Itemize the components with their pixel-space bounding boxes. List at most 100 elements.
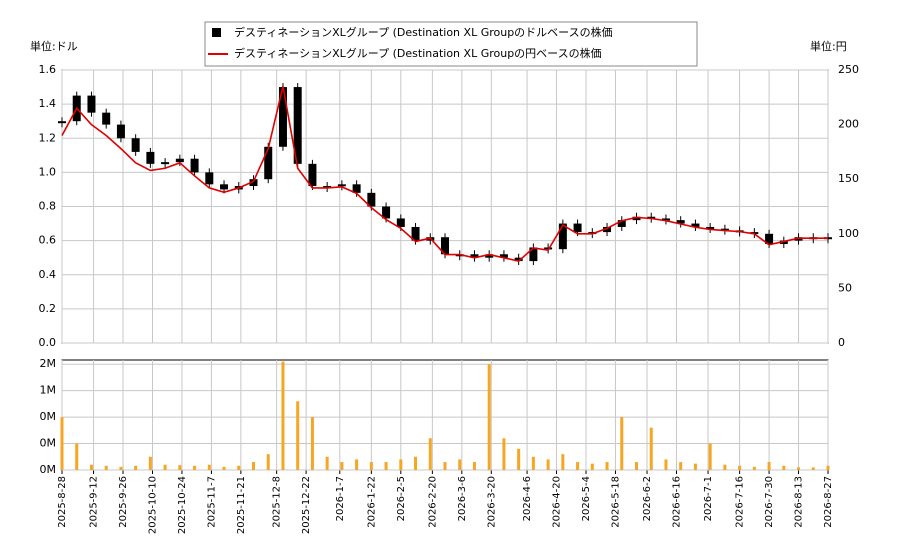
volume-bar xyxy=(561,454,565,470)
y-tick-label: 0M xyxy=(40,410,57,423)
candle xyxy=(382,206,391,219)
x-tick-label: 2026-3-20 xyxy=(486,476,497,528)
candle xyxy=(175,158,184,163)
y-tick-label: 1.2 xyxy=(39,131,57,144)
x-tick-label: 2026-3-6 xyxy=(457,476,468,521)
candle xyxy=(632,216,641,221)
volume-bar xyxy=(414,456,418,470)
candle xyxy=(470,254,479,258)
volume-bar xyxy=(693,463,697,470)
x-tick-label: 2026-2-5 xyxy=(396,476,407,521)
x-tick-label: 2026-5-18 xyxy=(610,476,621,528)
x-tick-label: 2026-7-30 xyxy=(764,476,775,528)
candle xyxy=(529,247,538,262)
volume-bar xyxy=(119,466,123,470)
candle xyxy=(558,223,567,250)
x-tick-label: 2025-9-12 xyxy=(89,476,100,528)
y2-tick-label: 200 xyxy=(838,118,859,131)
volume-bar xyxy=(826,465,830,470)
volume-bar xyxy=(649,427,653,470)
candle xyxy=(278,87,287,147)
x-tick-label: 2026-2-20 xyxy=(427,476,438,528)
volume-bar xyxy=(472,462,476,470)
y2-tick-label: 0 xyxy=(838,336,845,349)
volume-bar xyxy=(237,465,241,470)
volume-bar xyxy=(738,465,742,470)
price-line xyxy=(61,86,828,262)
y-tick-label: 0.0 xyxy=(39,336,57,349)
x-tick-label: 2026-1-7 xyxy=(335,476,346,521)
volume-bar xyxy=(89,464,93,470)
y-tick-label: 0.6 xyxy=(39,234,57,247)
volume-bar xyxy=(605,462,609,470)
candle xyxy=(661,218,670,221)
candle xyxy=(765,233,774,245)
volume-bar xyxy=(266,454,270,470)
volume-bar xyxy=(576,462,580,470)
candle xyxy=(396,218,405,227)
volume-bar xyxy=(664,459,668,470)
volume-bar xyxy=(546,459,550,470)
candle xyxy=(264,146,273,180)
candle xyxy=(249,179,258,187)
volume-bar xyxy=(723,464,727,470)
candle xyxy=(220,184,229,190)
y-tick-label: 1.0 xyxy=(39,165,57,178)
volume-bar xyxy=(811,467,815,470)
candle xyxy=(544,247,553,250)
volume-bar xyxy=(517,448,521,470)
volume-bar xyxy=(148,456,152,470)
volume-bar xyxy=(193,465,197,470)
candle xyxy=(514,257,523,262)
volume-bar xyxy=(281,361,285,470)
x-tick-label: 2025-12-8 xyxy=(272,476,283,528)
volume-bar xyxy=(252,462,255,470)
x-tick-label: 2025-11-21 xyxy=(236,476,247,534)
x-tick-label: 2025-10-10 xyxy=(147,476,158,534)
volume-bar xyxy=(296,401,300,470)
volume-bar xyxy=(708,443,712,470)
volume-bar xyxy=(75,443,79,470)
volume-bar xyxy=(797,467,801,470)
volume-bar xyxy=(369,462,373,470)
candle xyxy=(337,184,346,187)
y2-tick-label: 100 xyxy=(838,227,859,240)
candle xyxy=(367,192,376,207)
y2-tick-label: 50 xyxy=(838,281,852,294)
volume-bar xyxy=(163,464,167,470)
candle xyxy=(706,226,715,229)
candle xyxy=(323,186,332,189)
y-tick-label: 1M xyxy=(40,384,57,397)
candle xyxy=(190,158,199,173)
candle xyxy=(58,121,66,124)
x-tick-label: 2026-1-22 xyxy=(366,476,377,528)
x-tick-label: 2026-7-16 xyxy=(735,476,746,528)
y-tick-label: 0M xyxy=(40,437,57,450)
volume-bar xyxy=(340,462,344,470)
volume-bar xyxy=(325,456,329,470)
volume-bar xyxy=(207,464,211,470)
volume-bar xyxy=(458,459,462,470)
candle xyxy=(102,112,111,125)
candle xyxy=(573,223,582,233)
candle xyxy=(161,162,170,165)
volume-bar xyxy=(635,462,638,470)
x-tick-label: 2025-12-22 xyxy=(301,476,312,534)
candle xyxy=(676,220,685,224)
candle xyxy=(441,237,449,255)
candle xyxy=(720,228,729,231)
legend-label: デスティネーションXLグループ (Destination XL Groupの円ベ… xyxy=(234,46,602,60)
volume-bar xyxy=(428,438,432,470)
volume-bar xyxy=(355,459,359,470)
y-tick-label: 1.6 xyxy=(39,63,57,76)
volume-bar xyxy=(178,465,182,470)
y2-tick-label: 250 xyxy=(838,63,859,76)
candle xyxy=(116,124,125,139)
y-tick-label: 0.2 xyxy=(39,302,57,315)
x-tick-label: 2026-4-20 xyxy=(552,476,563,528)
x-tick-label: 2025-9-26 xyxy=(118,476,129,528)
volume-bar xyxy=(104,465,108,470)
candle xyxy=(617,220,626,227)
x-tick-label: 2026-6-16 xyxy=(671,476,682,528)
candle xyxy=(411,226,420,241)
